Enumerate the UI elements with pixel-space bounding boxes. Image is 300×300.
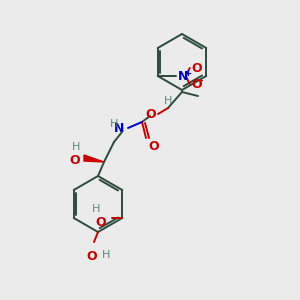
Polygon shape (84, 155, 104, 162)
Text: -: - (199, 76, 203, 86)
Text: H: H (92, 204, 100, 214)
Text: O: O (69, 154, 80, 166)
Text: O: O (192, 61, 203, 74)
Text: H: H (102, 250, 110, 260)
Text: O: O (146, 107, 156, 121)
Text: H: H (110, 119, 118, 129)
Text: N: N (114, 122, 124, 134)
Text: O: O (87, 250, 97, 263)
Text: H: H (72, 142, 80, 152)
Text: N: N (178, 70, 188, 83)
Text: O: O (96, 215, 106, 229)
Text: O: O (192, 77, 203, 91)
Text: O: O (148, 140, 159, 153)
Text: H: H (164, 96, 172, 106)
Text: +: + (184, 68, 191, 77)
